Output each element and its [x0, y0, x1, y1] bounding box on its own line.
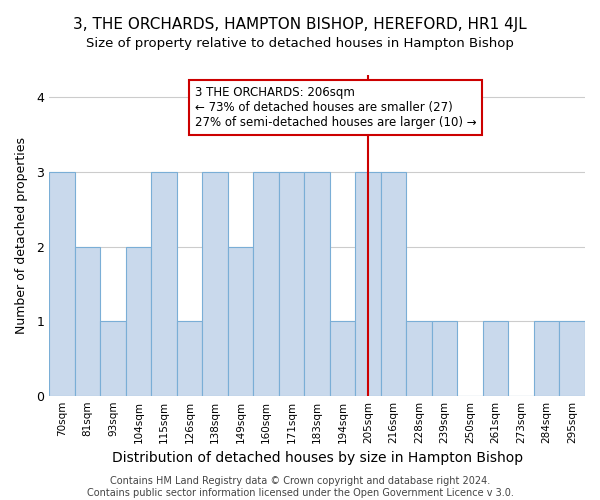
Bar	[49, 172, 75, 396]
Text: 3, THE ORCHARDS, HAMPTON BISHOP, HEREFORD, HR1 4JL: 3, THE ORCHARDS, HAMPTON BISHOP, HEREFOR…	[73, 18, 527, 32]
Bar	[228, 246, 253, 396]
Text: Contains HM Land Registry data © Crown copyright and database right 2024.
Contai: Contains HM Land Registry data © Crown c…	[86, 476, 514, 498]
Text: 3 THE ORCHARDS: 206sqm
← 73% of detached houses are smaller (27)
27% of semi-det: 3 THE ORCHARDS: 206sqm ← 73% of detached…	[194, 86, 476, 129]
Bar	[406, 321, 432, 396]
Bar	[177, 321, 202, 396]
Bar	[151, 172, 177, 396]
Bar	[381, 172, 406, 396]
Bar	[126, 246, 151, 396]
Bar	[559, 321, 585, 396]
Bar	[534, 321, 559, 396]
X-axis label: Distribution of detached houses by size in Hampton Bishop: Distribution of detached houses by size …	[112, 451, 523, 465]
Bar	[100, 321, 126, 396]
Y-axis label: Number of detached properties: Number of detached properties	[15, 137, 28, 334]
Text: Size of property relative to detached houses in Hampton Bishop: Size of property relative to detached ho…	[86, 38, 514, 51]
Bar	[483, 321, 508, 396]
Bar	[75, 246, 100, 396]
Bar	[202, 172, 228, 396]
Bar	[279, 172, 304, 396]
Bar	[355, 172, 381, 396]
Bar	[304, 172, 330, 396]
Bar	[330, 321, 355, 396]
Bar	[253, 172, 279, 396]
Bar	[432, 321, 457, 396]
